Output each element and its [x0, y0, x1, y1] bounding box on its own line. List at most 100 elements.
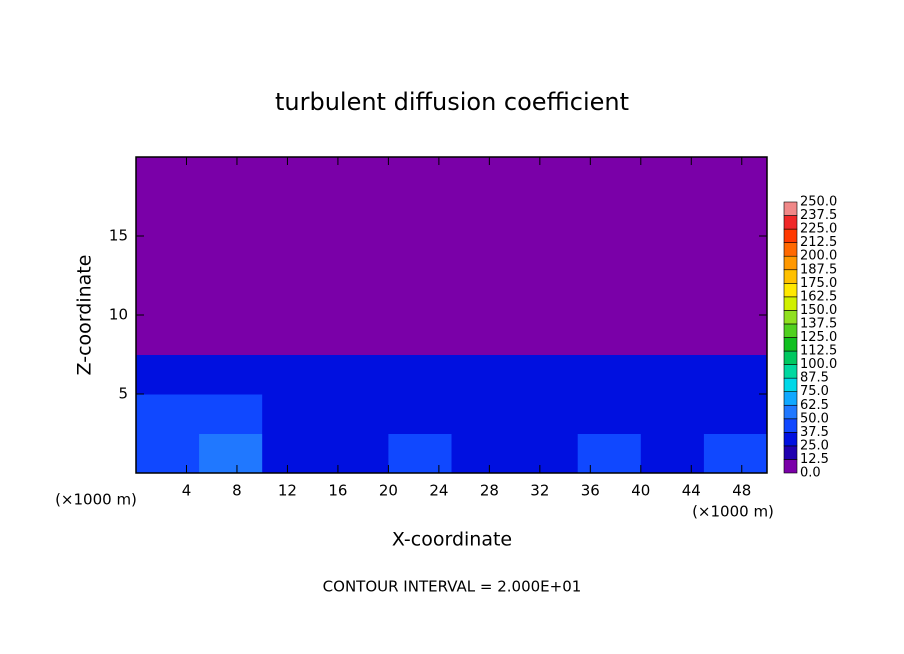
colorbar-label: 75.0: [800, 384, 829, 399]
field-cell: [388, 394, 452, 434]
field-cell: [451, 275, 516, 316]
colorbar-segment: [783, 459, 798, 474]
colorbar-segment: [783, 242, 798, 257]
field-cell: [262, 315, 326, 355]
colorbar-segment: [783, 201, 798, 216]
field-cell: [577, 196, 642, 237]
field-cell: [577, 157, 642, 197]
y-axis-label: Z-coordinate: [74, 255, 96, 376]
field-cell: [262, 433, 326, 474]
colorbar-label: 162.5: [800, 289, 837, 304]
colorbar-label: 137.5: [800, 316, 837, 331]
y-tick-label: 10: [109, 306, 128, 324]
colorbar-segment: [783, 364, 798, 379]
colorbar-label: 237.5: [800, 208, 837, 223]
field-cell: [703, 354, 768, 395]
colorbar-label: 187.5: [800, 262, 837, 277]
x-tick-label: 4: [182, 482, 192, 500]
field-cell: [451, 196, 516, 237]
field-cell: [640, 433, 705, 474]
field-cell: [640, 275, 705, 316]
field-cell: [262, 354, 326, 395]
field-cell: [388, 315, 452, 355]
field-cell: [325, 196, 389, 237]
field-cell: [199, 315, 263, 355]
colorbar-segment: [783, 310, 798, 325]
x-tick-label: 28: [480, 482, 499, 500]
x-tick-label: 12: [278, 482, 297, 500]
field-cell: [325, 394, 389, 434]
field-cell: [703, 157, 768, 197]
colorbar-label: 112.5: [800, 344, 837, 359]
field-cell: [388, 433, 452, 474]
field-cell: [703, 275, 768, 316]
field-cell: [136, 196, 200, 237]
field-cell: [199, 433, 263, 474]
field-cell: [640, 394, 705, 434]
field-cell: [199, 196, 263, 237]
contour-note: CONTOUR INTERVAL = 2.000E+01: [323, 578, 582, 596]
colorbar-label: 212.5: [800, 235, 837, 250]
colorbar-label: 50.0: [800, 411, 829, 426]
field-cell: [514, 236, 579, 276]
field-cell: [577, 433, 642, 474]
field-cell: [703, 236, 768, 276]
field-cell: [514, 157, 579, 197]
field-cell: [136, 275, 200, 316]
field-cell: [262, 157, 326, 197]
field-cell: [451, 394, 516, 434]
field-cell: [451, 354, 516, 395]
field-cell: [640, 236, 705, 276]
field-cell: [325, 275, 389, 316]
field-cell: [514, 433, 579, 474]
field-cell: [136, 394, 200, 434]
field-cell: [640, 315, 705, 355]
field-cell: [577, 315, 642, 355]
field-cell: [199, 157, 263, 197]
chart-title: turbulent diffusion coefficient: [275, 88, 629, 116]
x-tick-label: 40: [631, 482, 650, 500]
field-cell: [325, 354, 389, 395]
colorbar-label: 62.5: [800, 398, 829, 413]
field-cell: [577, 275, 642, 316]
field-cell: [262, 275, 326, 316]
field-cell: [136, 315, 200, 355]
colorbar-segment: [783, 323, 798, 338]
field-cell: [451, 315, 516, 355]
field-cell: [451, 236, 516, 276]
field-cell: [136, 433, 200, 474]
field-cell: [577, 236, 642, 276]
colorbar-segment: [783, 228, 798, 243]
colorbar-segment: [783, 391, 798, 406]
colorbar-label: 12.5: [800, 452, 829, 467]
colorbar-segment: [783, 282, 798, 298]
field-cell: [136, 157, 200, 197]
field-cell: [388, 275, 452, 316]
field-cell: [514, 275, 579, 316]
field-cell: [325, 315, 389, 355]
field-cell: [703, 433, 768, 474]
field-cell: [388, 157, 452, 197]
colorbar-label: 125.0: [800, 330, 837, 345]
field-cell: [514, 315, 579, 355]
colorbar-label: 225.0: [800, 222, 837, 237]
colorbar-label: 250.0: [800, 195, 837, 210]
field-cell: [325, 433, 389, 474]
field-cell: [514, 394, 579, 434]
colorbar-segment: [783, 337, 798, 352]
x-unit-label: (×1000 m): [692, 503, 774, 521]
field-cell: [136, 354, 200, 395]
field-cell: [262, 196, 326, 237]
field-cell: [640, 354, 705, 395]
y-tick-label: 5: [118, 385, 128, 403]
colorbar-segment: [783, 296, 798, 311]
field-cell: [388, 354, 452, 395]
field-cell: [388, 196, 452, 237]
colorbar-label: 150.0: [800, 303, 837, 318]
field-cell: [199, 236, 263, 276]
colorbar-segment: [783, 377, 798, 392]
colorbar-label: 0.0: [800, 466, 821, 481]
field-cell: [262, 394, 326, 434]
field-cell: [577, 354, 642, 395]
field-cell: [703, 394, 768, 434]
